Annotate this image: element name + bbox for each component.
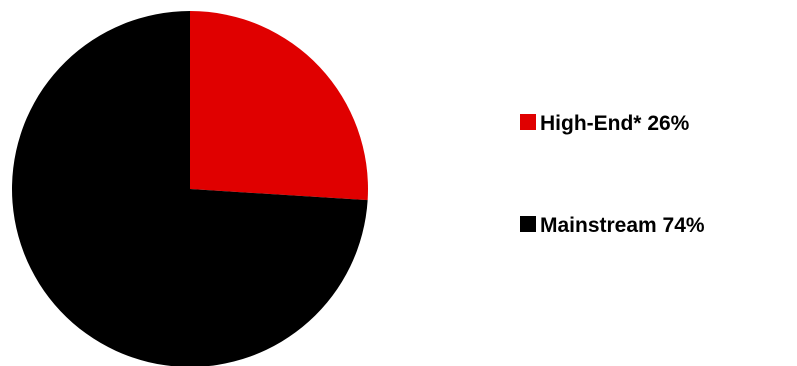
legend-item-mainstream: Mainstream 74%	[520, 214, 705, 237]
legend-swatch-high-end	[520, 114, 536, 130]
pie-slice-high-end	[190, 11, 368, 201]
pie-slices	[12, 11, 368, 366]
pie-slice-mainstream	[12, 11, 368, 366]
legend-swatch-mainstream	[520, 216, 536, 232]
legend-item-high-end: High-End* 26%	[520, 112, 690, 135]
legend-label-mainstream: Mainstream 74%	[540, 214, 705, 237]
legend-label-high-end: High-End* 26%	[540, 112, 690, 135]
legend: High-End* 26% Mainstream 74%	[520, 112, 705, 237]
